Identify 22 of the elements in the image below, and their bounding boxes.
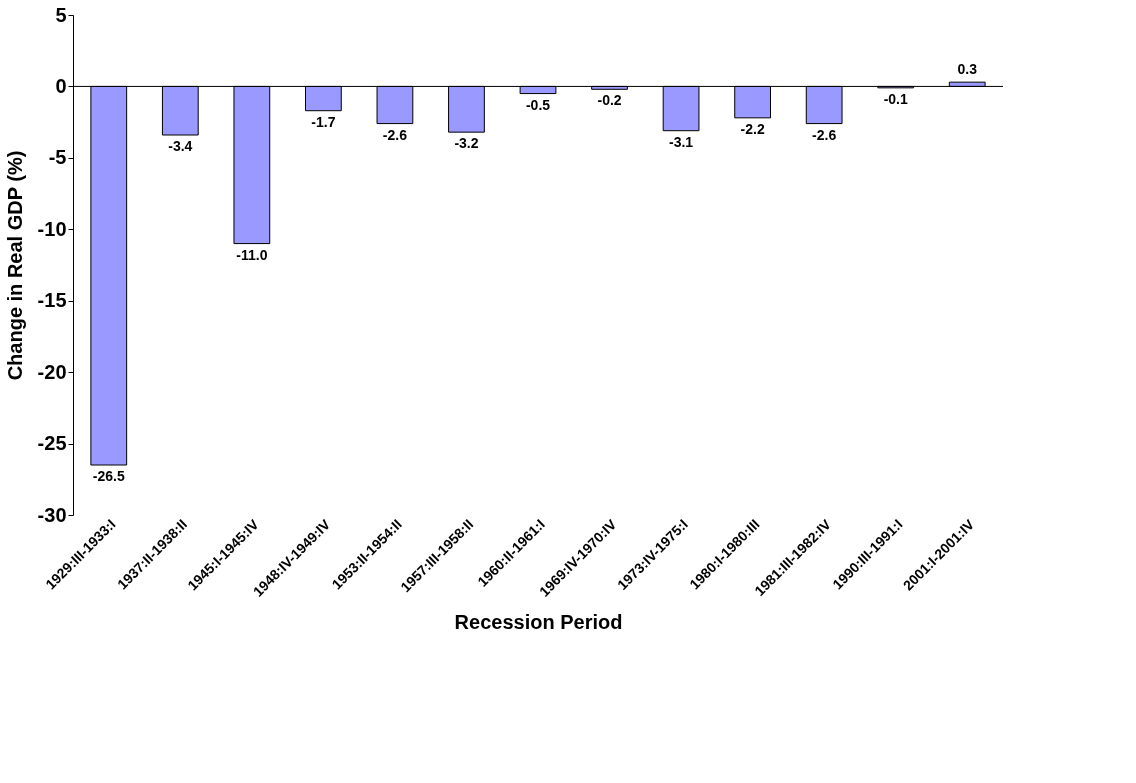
data-label: -0.5 [525,96,551,113]
data-label: -26.5 [92,468,125,484]
data-label: -2.6 [382,126,408,143]
data-label: -3.2 [454,135,479,152]
data-label: -2.2 [740,120,765,137]
data-label: -3.4 [168,138,193,154]
data-label: -0.1 [883,90,908,107]
data-label: -3.1 [669,133,694,150]
y-tick-label: 5 [55,3,67,26]
data-label: -2.6 [812,126,837,143]
data-label: 0.3 [957,61,978,78]
y-tick-label: -5 [48,146,67,169]
y-tick-label: 0 [55,74,67,97]
y-tick-label: -10 [37,217,67,240]
data-label: -0.2 [597,92,622,109]
data-label: -11.0 [236,246,268,263]
x-axis-title: Recession Period [454,611,623,634]
y-tick-label: -20 [37,360,67,383]
y-tick-label: -25 [37,432,67,455]
y-axis-title: Change in Real GDP (%) [3,150,26,381]
data-label: -1.7 [311,113,336,130]
y-tick-label: -15 [37,289,67,312]
